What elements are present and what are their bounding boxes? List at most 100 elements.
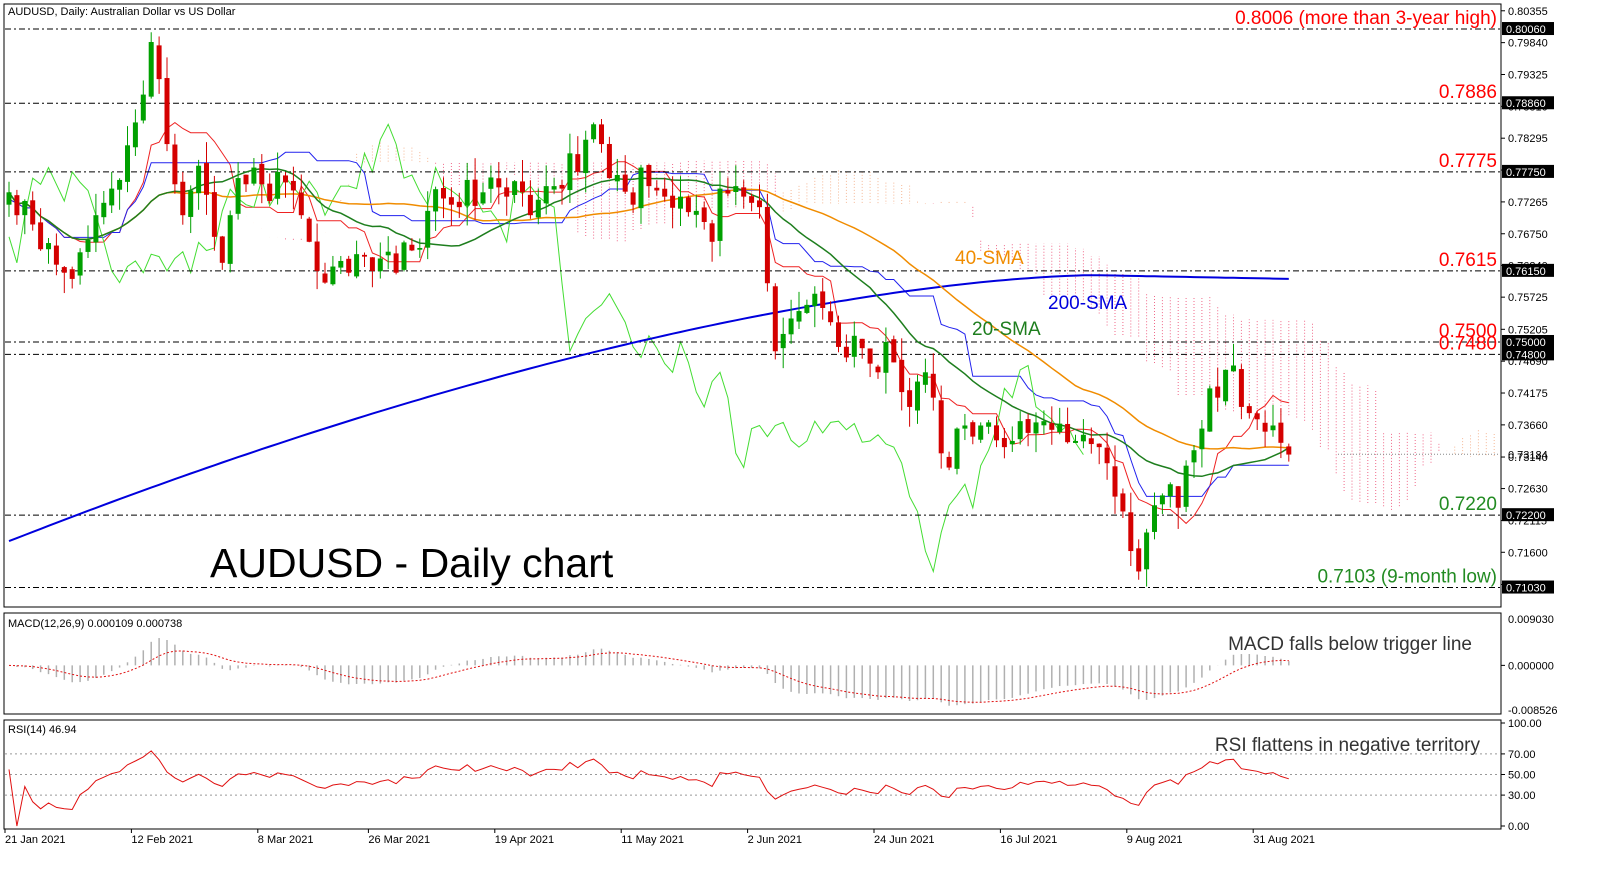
- candle: [1088, 427, 1094, 454]
- level-axis-tag-text: 0.72200: [1506, 510, 1546, 522]
- candle-body: [298, 192, 304, 216]
- candle-body: [1009, 440, 1015, 445]
- candle-body: [433, 189, 439, 212]
- candle-body: [464, 179, 470, 206]
- candle: [148, 32, 154, 99]
- candle-body: [867, 348, 873, 364]
- candle: [1254, 411, 1260, 431]
- candle-body: [883, 341, 889, 373]
- candle: [638, 164, 644, 224]
- candle: [409, 238, 415, 252]
- candle-body: [235, 178, 241, 214]
- candle: [836, 315, 841, 353]
- candle-body: [843, 346, 849, 358]
- level-axis-tag-text: 0.78860: [1506, 98, 1546, 110]
- candle: [22, 199, 28, 235]
- candle: [504, 177, 510, 216]
- level-axis-tag-text: 0.76150: [1506, 266, 1546, 278]
- candle-body: [1017, 421, 1023, 440]
- candle-body: [836, 322, 841, 347]
- rsi-indicator: 100.00 70.00 50.00 30.00 0.00: [5, 718, 1542, 833]
- candle-body: [338, 260, 344, 268]
- candle: [251, 158, 257, 186]
- candle: [559, 179, 565, 205]
- candle-body: [251, 167, 257, 184]
- candle: [30, 191, 36, 231]
- candle: [1128, 492, 1134, 567]
- candle-body: [1112, 466, 1118, 497]
- level-axis-tag: 0.76150: [1502, 263, 1554, 278]
- price-tick-label: 0.79325: [1508, 69, 1548, 81]
- candle-body: [219, 236, 225, 263]
- ma-200-label: 200-SMA: [1048, 293, 1128, 314]
- candle-body: [512, 181, 518, 195]
- candle-body: [543, 186, 549, 204]
- candle-body: [567, 153, 573, 191]
- rsi-label: RSI(14) 46.94: [8, 724, 76, 736]
- level-axis-tag: 0.71030: [1502, 580, 1554, 595]
- candle-body: [156, 45, 162, 80]
- rsi-axis-label: 0.00: [1508, 821, 1529, 833]
- candle: [646, 164, 652, 198]
- level-axis-tag-bg: [1502, 263, 1554, 277]
- ma-20-label: 20-SMA: [972, 319, 1041, 340]
- candle: [812, 286, 818, 328]
- candle-body: [875, 366, 881, 373]
- candle: [85, 225, 91, 259]
- candle-body: [780, 333, 786, 349]
- candle-body: [1175, 486, 1181, 508]
- candle: [1144, 528, 1150, 587]
- candle: [417, 238, 423, 258]
- candle: [354, 240, 360, 279]
- candle: [1001, 428, 1007, 459]
- candle-body: [1199, 428, 1205, 450]
- candle: [259, 154, 265, 204]
- candle-body: [606, 143, 612, 179]
- candle: [1025, 413, 1031, 447]
- candle-body: [938, 400, 944, 454]
- candle: [986, 419, 992, 434]
- rsi-axis-label: 70.00: [1508, 749, 1536, 761]
- candle-body: [441, 188, 446, 199]
- candle-body: [393, 253, 399, 273]
- candle: [535, 188, 541, 225]
- candle-body: [109, 188, 115, 206]
- candle: [725, 177, 731, 197]
- sma-200-line: [8, 274, 1289, 543]
- level-axis-tag-bg: [1502, 22, 1554, 36]
- candle: [551, 177, 557, 194]
- candle: [235, 162, 241, 220]
- candle-body: [733, 186, 739, 193]
- candle-body: [148, 42, 154, 97]
- candle: [1215, 367, 1221, 412]
- date-tick-label: 26 Mar 2021: [368, 834, 430, 846]
- candle: [377, 242, 383, 279]
- date-tick-label: 9 Aug 2021: [1127, 834, 1183, 846]
- candle-body: [164, 78, 170, 145]
- candle: [867, 348, 873, 378]
- candle-body: [946, 456, 952, 468]
- candle-body: [891, 339, 897, 363]
- candle-body: [1262, 422, 1268, 432]
- candle: [93, 193, 99, 253]
- candle: [1080, 419, 1086, 449]
- candle-body: [1254, 413, 1260, 420]
- level-axis-tag: 0.74800: [1502, 347, 1554, 361]
- candle-body: [369, 257, 375, 271]
- candle-body: [994, 425, 999, 441]
- candle: [6, 181, 12, 217]
- level-annotation: 0.7500: [1439, 321, 1497, 342]
- candle-body: [772, 286, 778, 352]
- macd-label: MACD(12,26,9) 0.000109 0.000738: [8, 618, 182, 630]
- candle: [188, 185, 194, 234]
- price-tick-label: 0.78295: [1508, 133, 1548, 145]
- candle-body: [172, 144, 178, 185]
- level-axis-tag-text: 0.74800: [1506, 349, 1546, 361]
- candle-body: [559, 184, 565, 189]
- candle: [132, 109, 138, 156]
- candle-body: [306, 218, 312, 242]
- candle-body: [385, 251, 391, 256]
- candle: [196, 159, 202, 210]
- candle: [978, 422, 984, 443]
